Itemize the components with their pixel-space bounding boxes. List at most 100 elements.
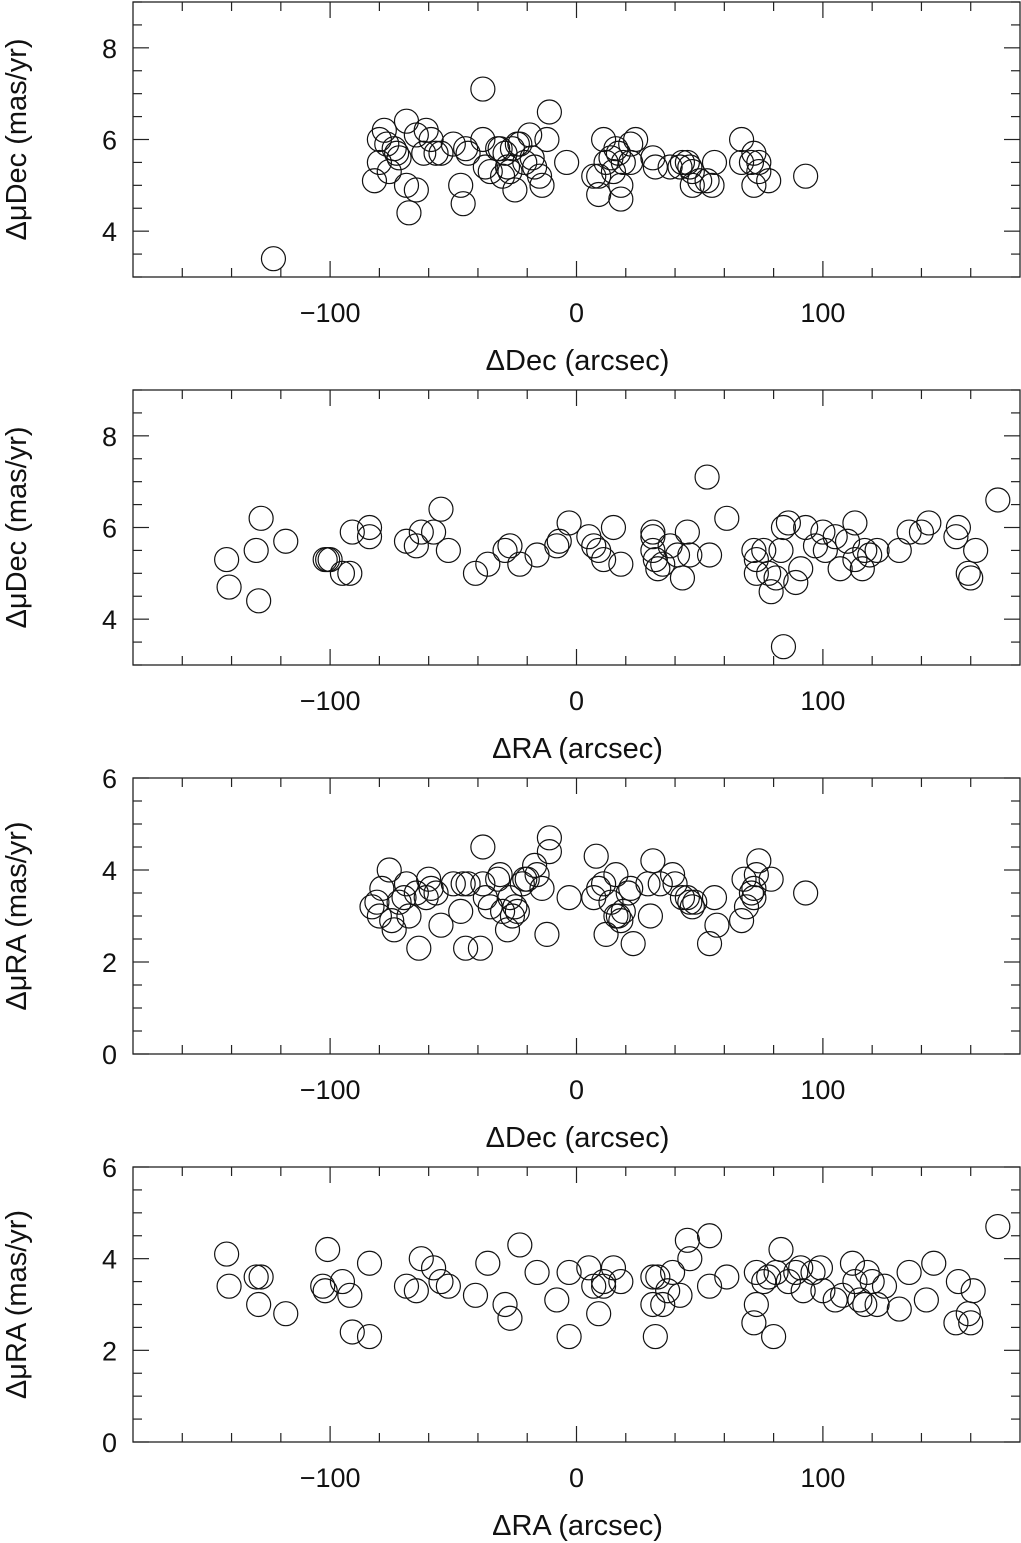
data-point xyxy=(603,903,629,929)
data-point xyxy=(642,154,668,180)
data-point xyxy=(593,149,619,176)
data-point xyxy=(470,834,496,860)
data-point xyxy=(623,126,649,153)
data-point xyxy=(273,528,299,554)
data-point xyxy=(384,140,410,166)
data-point xyxy=(435,537,461,564)
data-point xyxy=(783,1259,809,1286)
data-point xyxy=(534,921,560,948)
x-axis-label: ΔDec (arcsec) xyxy=(486,1122,670,1154)
data-point xyxy=(423,880,449,906)
data-point xyxy=(849,556,875,582)
data-point xyxy=(448,898,474,925)
data-point xyxy=(741,1310,767,1336)
data-point xyxy=(637,903,664,929)
data-point xyxy=(273,1301,299,1327)
data-point xyxy=(822,524,848,550)
data-point xyxy=(492,1291,518,1318)
data-point xyxy=(475,1250,501,1276)
data-point xyxy=(640,519,666,545)
data-point xyxy=(413,117,439,143)
data-point xyxy=(556,884,582,911)
data-point xyxy=(857,542,883,568)
data-point xyxy=(800,1259,826,1286)
data-point xyxy=(642,1323,668,1350)
data-point xyxy=(428,1268,454,1295)
data-point xyxy=(694,168,720,194)
data-point xyxy=(677,154,703,180)
data-point xyxy=(529,875,555,902)
panel-1: −100 0 100 4 6 8 ΔDec (arcsec) ΔμDec (mas/yr) xyxy=(1,1,1021,377)
data-point xyxy=(312,546,338,573)
data-point xyxy=(418,875,444,902)
data-point xyxy=(312,1278,338,1304)
data-point xyxy=(450,871,476,897)
data-point xyxy=(517,122,543,148)
data-point xyxy=(610,149,636,176)
data-point xyxy=(733,894,760,920)
y-tick-label: 4 xyxy=(102,1245,117,1275)
x-tick-label: 100 xyxy=(800,298,845,328)
data-point xyxy=(514,866,540,892)
data-point xyxy=(659,861,686,888)
data-point xyxy=(985,1213,1011,1240)
data-point xyxy=(381,917,407,943)
data-point xyxy=(864,1291,890,1318)
data-point xyxy=(741,172,767,198)
data-point xyxy=(366,903,392,929)
data-point xyxy=(659,1259,686,1286)
data-point xyxy=(761,1323,787,1350)
data-point xyxy=(679,158,705,185)
data-point xyxy=(586,875,612,902)
data-point xyxy=(682,889,708,915)
data-point xyxy=(586,181,612,208)
data-point xyxy=(834,528,861,554)
data-point xyxy=(859,1268,885,1295)
data-point xyxy=(214,1241,240,1267)
data-point xyxy=(943,524,969,550)
data-point xyxy=(260,246,287,272)
data-point xyxy=(216,1273,242,1299)
data-point xyxy=(315,546,341,573)
plot-frame xyxy=(132,389,1021,666)
data-point xyxy=(450,191,476,217)
data-point xyxy=(741,537,767,564)
data-point xyxy=(728,907,755,934)
y-tick-label: 6 xyxy=(102,126,117,156)
data-point xyxy=(618,131,644,157)
data-point xyxy=(544,533,570,559)
data-point xyxy=(214,546,240,573)
data-point xyxy=(485,866,511,892)
data-point xyxy=(783,569,809,596)
data-point xyxy=(475,551,501,577)
data-point xyxy=(379,907,405,934)
data-point xyxy=(502,177,528,203)
data-point xyxy=(743,1259,769,1286)
data-point xyxy=(669,565,696,591)
data-point xyxy=(696,1273,723,1299)
data-point xyxy=(714,505,740,531)
x-tick-label: 100 xyxy=(800,686,845,716)
data-point xyxy=(393,871,420,897)
data-point xyxy=(507,1232,533,1258)
data-point xyxy=(591,126,617,153)
data-point xyxy=(640,145,666,171)
data-point xyxy=(600,1255,627,1281)
data-point xyxy=(386,145,412,171)
data-point xyxy=(756,560,782,586)
data-point xyxy=(679,894,705,920)
data-point xyxy=(420,1255,447,1281)
data-point xyxy=(453,935,479,961)
data-point xyxy=(788,1255,814,1281)
data-point xyxy=(647,871,673,897)
x-tick-label: 0 xyxy=(569,1075,584,1105)
data-point xyxy=(581,1273,607,1299)
data-point xyxy=(361,168,388,194)
data-point xyxy=(674,1227,700,1253)
data-point xyxy=(243,537,269,564)
data-point xyxy=(472,154,498,180)
data-point xyxy=(728,149,755,176)
data-point xyxy=(246,588,272,614)
data-point xyxy=(428,140,454,166)
